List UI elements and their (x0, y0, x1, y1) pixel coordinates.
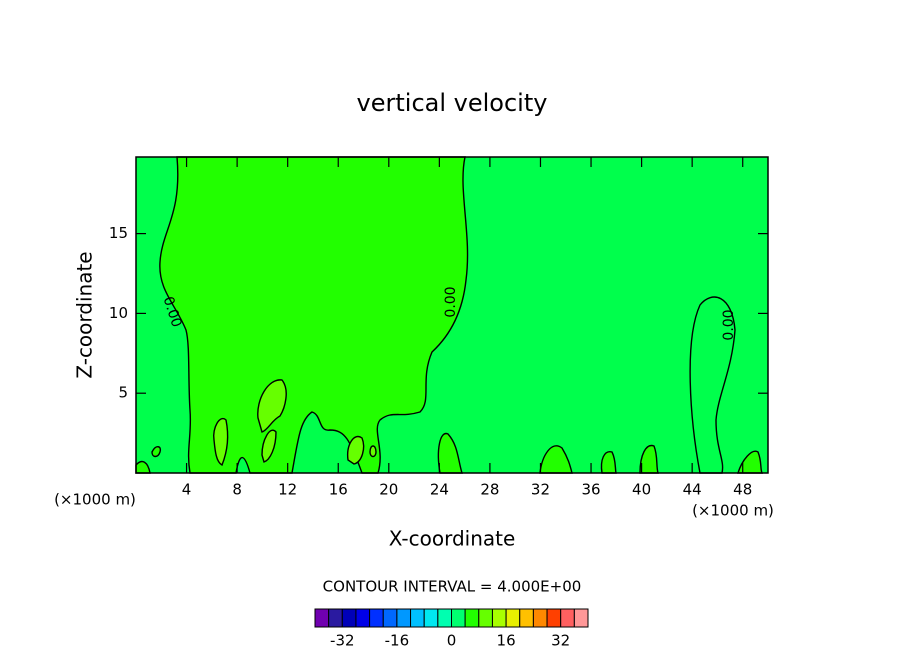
x-tick-label: 24 (430, 481, 449, 499)
negative-region (437, 432, 463, 474)
positive-region (212, 417, 229, 466)
y-tick-label: 5 (118, 384, 128, 402)
x-tick-label: 40 (632, 481, 651, 499)
colorbar-box (464, 608, 480, 628)
negative-region (600, 451, 617, 474)
negative-region (159, 156, 469, 474)
colorbar-tick-label: 32 (551, 632, 570, 650)
colorbar-box (410, 608, 425, 628)
colorbar-box (505, 608, 521, 628)
colorbar-box (341, 608, 357, 628)
colorbar-tick-label: 0 (447, 632, 457, 650)
negative-region (151, 446, 162, 458)
colorbar-box (437, 608, 453, 628)
colorbar-box (355, 608, 371, 628)
contour-interval: CONTOUR INTERVAL = 4.000E+00 (323, 578, 582, 596)
colorbar-tick-label: -32 (330, 632, 355, 650)
contour-label: 0.00 (443, 286, 459, 317)
x-tick-label: 32 (531, 481, 550, 499)
colorbar-tick-label: -16 (385, 632, 410, 650)
colorbar-box (532, 608, 548, 628)
colorbar-box (328, 608, 343, 628)
colorbar-box (560, 608, 575, 628)
colorbar-box (314, 608, 330, 628)
negative-region (539, 445, 573, 474)
positive-region (369, 445, 377, 458)
zero-region (689, 296, 736, 474)
x-tick-label: 44 (683, 481, 702, 499)
negative-region (737, 450, 764, 474)
colorbar-box (423, 608, 439, 628)
y-axis-label: Z-coordinate (73, 251, 97, 378)
colorbar-box (491, 608, 507, 628)
x-tick-label: 4 (182, 481, 192, 499)
colorbar-box (478, 608, 493, 628)
negative-region (639, 444, 659, 474)
x-tick-label: 20 (379, 481, 398, 499)
colorbar-box (382, 608, 398, 628)
colorbar-box (546, 608, 562, 628)
plot-frame (135, 156, 769, 474)
contour-label: 0.00 (721, 309, 737, 340)
x-tick-label: 36 (581, 481, 600, 499)
y-unit-label: (×1000 m) (692, 502, 774, 520)
x-axis-label: X-coordinate (389, 527, 516, 551)
positive-region (257, 379, 287, 433)
x-tick-label: 28 (480, 481, 499, 499)
y-tick-label: 10 (109, 304, 128, 322)
colorbar-box (451, 608, 466, 628)
positive-region (261, 429, 277, 463)
colorbar-box (573, 608, 589, 628)
positive-region (347, 435, 365, 465)
colorbar-box (519, 608, 534, 628)
x-tick-label: 16 (329, 481, 348, 499)
plot-area: 0.00 0.00 0.00 (135, 156, 769, 474)
colorbar-box (396, 608, 412, 628)
y-tick-label: 15 (109, 224, 128, 242)
x-tick-label: 8 (232, 481, 242, 499)
colorbar-tick-label: 16 (497, 632, 516, 650)
x-tick-label: 12 (278, 481, 297, 499)
x-tick-label: 48 (733, 481, 752, 499)
colorbar-box (369, 608, 384, 628)
x-unit-label: (×1000 m) (54, 491, 136, 509)
chart-title: vertical velocity (357, 89, 548, 117)
